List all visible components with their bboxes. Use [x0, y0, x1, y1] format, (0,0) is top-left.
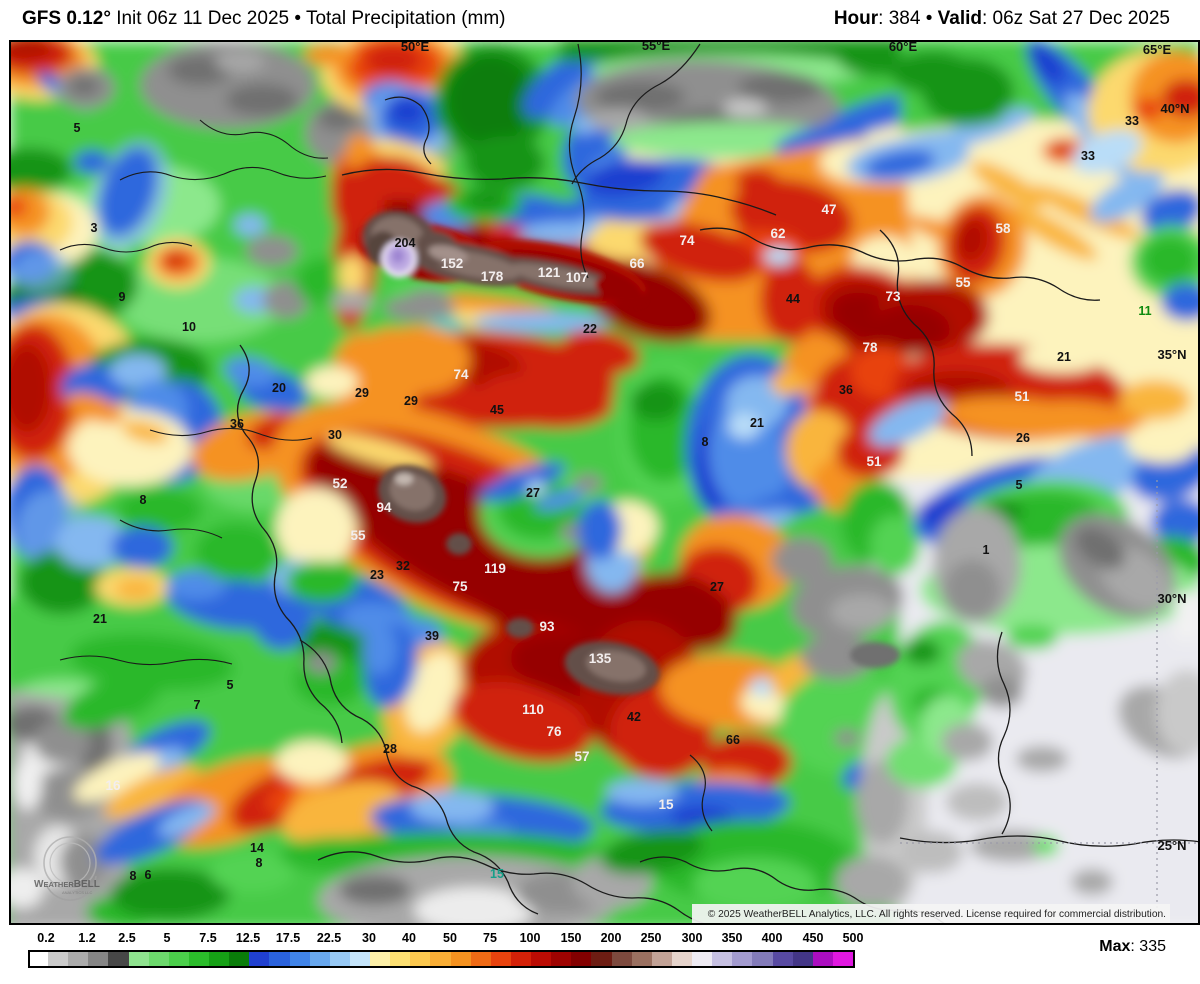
- svg-text:8: 8: [256, 856, 263, 870]
- svg-text:60°E: 60°E: [889, 39, 918, 54]
- svg-text:121: 121: [538, 265, 561, 280]
- svg-text:44: 44: [786, 292, 800, 306]
- svg-text:22: 22: [583, 322, 597, 336]
- svg-text:23: 23: [370, 568, 384, 582]
- svg-text:33: 33: [1081, 149, 1095, 163]
- svg-text:8: 8: [130, 869, 137, 883]
- svg-text:10: 10: [182, 320, 196, 334]
- svg-text:36: 36: [839, 383, 853, 397]
- svg-text:47: 47: [821, 202, 836, 217]
- svg-text:57: 57: [574, 749, 589, 764]
- svg-text:51: 51: [866, 454, 882, 469]
- svg-text:ANALYTICS LLC: ANALYTICS LLC: [62, 890, 92, 895]
- svg-text:30°N: 30°N: [1157, 591, 1186, 606]
- svg-text:9: 9: [119, 290, 126, 304]
- svg-text:25°N: 25°N: [1157, 838, 1186, 853]
- svg-text:11: 11: [1138, 304, 1151, 318]
- svg-text:204: 204: [395, 236, 416, 250]
- svg-text:74: 74: [453, 367, 469, 382]
- svg-text:110: 110: [522, 702, 544, 717]
- svg-text:55: 55: [350, 528, 366, 543]
- svg-text:5: 5: [74, 121, 81, 135]
- svg-text:21: 21: [93, 612, 107, 626]
- svg-text:27: 27: [710, 580, 724, 594]
- svg-text:8: 8: [702, 435, 709, 449]
- svg-text:73: 73: [885, 289, 901, 304]
- svg-text:51: 51: [1014, 389, 1030, 404]
- svg-text:32: 32: [396, 559, 410, 573]
- svg-text:15: 15: [658, 797, 674, 812]
- svg-text:8: 8: [140, 493, 147, 507]
- svg-text:21: 21: [750, 416, 764, 430]
- svg-text:66: 66: [726, 733, 740, 747]
- svg-text:62: 62: [770, 226, 785, 241]
- svg-text:27: 27: [526, 486, 540, 500]
- svg-text:50°E: 50°E: [401, 39, 430, 54]
- svg-text:5: 5: [227, 678, 234, 692]
- svg-text:21: 21: [1057, 350, 1071, 364]
- svg-text:78: 78: [862, 340, 878, 355]
- svg-text:42: 42: [627, 710, 641, 724]
- svg-text:135: 135: [589, 651, 612, 666]
- svg-text:75: 75: [452, 579, 468, 594]
- svg-text:45: 45: [490, 403, 504, 417]
- svg-text:55°E: 55°E: [642, 38, 671, 53]
- svg-text:7: 7: [194, 698, 201, 712]
- svg-text:152: 152: [441, 256, 464, 271]
- svg-text:6: 6: [145, 868, 152, 882]
- svg-text:55: 55: [955, 275, 971, 290]
- svg-text:65°E: 65°E: [1143, 42, 1172, 57]
- svg-text:93: 93: [539, 619, 555, 634]
- svg-text:WEATHERBELL: WEATHERBELL: [34, 879, 100, 890]
- svg-text:76: 76: [546, 724, 562, 739]
- svg-text:1: 1: [983, 543, 990, 557]
- svg-text:58: 58: [995, 221, 1011, 236]
- svg-text:16: 16: [105, 778, 121, 793]
- svg-text:74: 74: [679, 233, 695, 248]
- svg-text:94: 94: [376, 500, 392, 515]
- svg-text:20: 20: [272, 381, 286, 395]
- svg-text:30: 30: [328, 428, 342, 442]
- svg-text:29: 29: [404, 394, 418, 408]
- svg-text:178: 178: [481, 269, 504, 284]
- svg-text:36: 36: [230, 417, 244, 431]
- svg-text:28: 28: [383, 742, 397, 756]
- svg-text:29: 29: [355, 386, 369, 400]
- svg-text:66: 66: [629, 256, 645, 271]
- svg-text:40°N: 40°N: [1160, 101, 1189, 116]
- svg-text:15: 15: [490, 867, 504, 881]
- svg-text:119: 119: [484, 561, 506, 576]
- svg-text:35°N: 35°N: [1157, 347, 1186, 362]
- svg-text:52: 52: [332, 476, 347, 491]
- svg-text:26: 26: [1016, 431, 1030, 445]
- svg-text:© 2025 WeatherBELL Analytics,: © 2025 WeatherBELL Analytics, LLC. All r…: [708, 909, 1166, 920]
- svg-text:5: 5: [1016, 478, 1023, 492]
- svg-text:14: 14: [250, 841, 264, 855]
- svg-text:39: 39: [425, 629, 439, 643]
- svg-text:33: 33: [1125, 114, 1139, 128]
- svg-text:107: 107: [566, 270, 589, 285]
- svg-text:3: 3: [91, 221, 98, 235]
